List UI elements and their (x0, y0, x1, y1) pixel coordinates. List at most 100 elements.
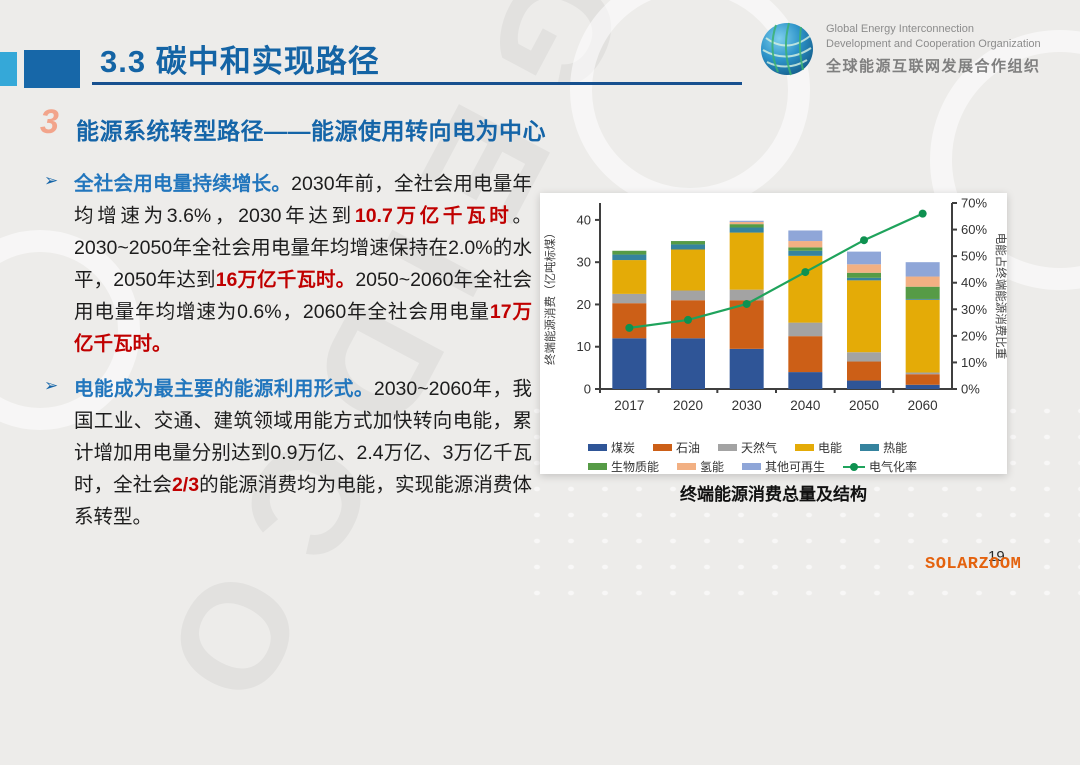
legend-swatch-icon (795, 444, 815, 451)
legend-swatch-icon (677, 463, 697, 470)
bar-segment-热能 (671, 244, 705, 250)
globe-icon (761, 22, 813, 76)
bar-segment-热能 (847, 277, 881, 281)
bullet-text: 全社会用电量持续增长。2030年前，全社会用电量年均增速为3.6%，2030年达… (74, 168, 532, 360)
legend-label: 石油 (676, 441, 701, 455)
page-number: 19 (988, 548, 1005, 565)
geidco-logo: Global Energy Interconnection Developmen… (758, 20, 1041, 78)
text-segment-blue: 全社会用电量持续增长。 (74, 173, 292, 195)
bar-segment-其他可再生 (847, 251, 881, 265)
bar-segment-生物质能 (905, 286, 940, 299)
legend-swatch-icon (860, 444, 880, 451)
bullet-arrow-icon: ➢ (44, 376, 59, 395)
bar-2020 (671, 241, 705, 389)
bar-segment-氢能 (788, 241, 823, 248)
bar-segment-热能 (905, 298, 940, 300)
bar-segment-天然气 (612, 293, 647, 304)
bar-segment-石油 (847, 361, 881, 381)
legend-swatch-icon (742, 463, 762, 470)
line-marker (801, 268, 810, 277)
bar-segment-煤炭 (847, 380, 881, 389)
bar-segment-氢能 (729, 222, 764, 225)
bar-segment-石油 (905, 374, 940, 385)
logo-text: Global Energy Interconnection Developmen… (826, 22, 1041, 76)
legend-swatch-icon (653, 444, 673, 451)
bar-segment-石油 (729, 300, 764, 349)
right-tick-label: 10% (961, 355, 987, 370)
bar-segment-氢能 (847, 264, 881, 273)
energy-chart-panel: 0 10 20 30 40 0% 10% 20% 30% 40% 50% 60% 70% 2017 2020… (540, 193, 1008, 476)
energy-consumption-chart: 0 10 20 30 40 0% 10% 20% 30% 40% 50% 60% 70% 2017 2020… (540, 193, 1008, 438)
bar-2040 (788, 230, 823, 389)
bar-segment-煤炭 (729, 348, 764, 389)
chart-title: 终端能源消费总量及结构 (680, 485, 867, 504)
logo-name-en-line1: Global Energy Interconnection (826, 23, 974, 36)
legend-item-石油: 石油 (653, 439, 700, 456)
legend-swatch-icon (718, 444, 738, 451)
bar-segment-煤炭 (905, 384, 940, 389)
text-segment-red: 16万亿千瓦时。 (215, 269, 356, 291)
bar-segment-生物质能 (612, 250, 647, 255)
bar-segment-生物质能 (847, 272, 881, 278)
bullet-text: 电能成为最主要的能源利用形式。2030~2060年，我国工业、交通、建筑领域用能… (74, 373, 532, 533)
left-tick-label: 20 (577, 297, 591, 312)
line-marker (625, 323, 634, 332)
line-marker (918, 209, 927, 218)
page-title: 3.3 碳中和实现路径 (100, 44, 380, 79)
bar-segment-煤炭 (612, 338, 647, 389)
left-tick-label: 0 (584, 382, 591, 397)
legend-label: 煤炭 (611, 441, 636, 455)
legend-line-marker-icon (843, 462, 866, 471)
header-accent-square-dark (24, 50, 80, 88)
bar-segment-天然气 (729, 289, 764, 301)
solarzoom-watermark: SOLARZOOM (925, 555, 1022, 574)
bar-2017 (612, 250, 647, 389)
legend-item-电能: 电能 (795, 439, 842, 456)
text-segment-red: 2/3 (171, 474, 200, 496)
left-tick-label: 30 (577, 255, 591, 270)
bar-segment-石油 (612, 303, 647, 339)
bar-2050 (847, 251, 881, 389)
legend-row: 煤炭 石油 天然气 电能 热能 (588, 438, 999, 457)
bar-segment-电能 (847, 280, 881, 353)
bar-segment-天然气 (788, 322, 823, 337)
logo-name-en-line2: Development and Cooperation Organization (826, 38, 1041, 50)
legend-item-生物质能: 生物质能 (588, 458, 659, 475)
bullet-item-2: ➢ 电能成为最主要的能源利用形式。2030~2060年，我国工业、交通、建筑领域用… (44, 373, 532, 533)
x-tick-label: 2020 (673, 398, 703, 413)
right-tick-label: 70% (961, 196, 987, 211)
legend-item-其他可再生: 其他可再生 (742, 458, 825, 475)
bar-segment-天然气 (847, 352, 881, 362)
text-segment-normal: 2050~2060年全社会用电量年均增速为0.6%，2060年全社会用电量 (74, 269, 532, 323)
bullet-item-1: ➢ 全社会用电量持续增长。2030年前，全社会用电量年均增速为3.6%，2030年… (44, 168, 532, 360)
bar-2060 (905, 262, 940, 389)
legend-label: 电气化率 (869, 460, 918, 474)
logo-name-cn: 全球能源互联网发展合作组织 (826, 57, 1041, 75)
legend-swatch-icon (588, 444, 607, 451)
left-tick-label: 10 (577, 339, 591, 354)
bar-segment-煤炭 (788, 372, 823, 389)
right-tick-label: 20% (961, 328, 987, 343)
header-accent-square-light (0, 52, 17, 86)
chart-legend: 煤炭 石油 天然气 电能 热能 生物质能 氢能 其他可再生 电气化率 (540, 438, 1007, 476)
bar-segment-氢能 (905, 276, 940, 287)
bar-segment-电能 (729, 232, 764, 290)
legend-swatch-icon (588, 463, 607, 470)
legend-label: 电能 (818, 441, 843, 455)
chart-axes (599, 203, 953, 390)
legend-row: 生物质能 氢能 其他可再生 电气化率 (588, 457, 999, 476)
bar-segment-热能 (729, 227, 764, 233)
bullet-arrow-icon: ➢ (44, 171, 59, 190)
bar-segment-其他可再生 (729, 220, 764, 223)
legend-item-煤炭: 煤炭 (588, 439, 635, 456)
legend-item-天然气: 天然气 (718, 439, 777, 456)
right-tick-label: 30% (961, 302, 987, 317)
bullet-list: ➢ 全社会用电量持续增长。2030年前，全社会用电量年均增速为3.6%，2030年… (44, 168, 532, 546)
bar-segment-石油 (788, 336, 823, 373)
text-segment-red: 17万亿千瓦时。 (74, 301, 532, 355)
legend-item-氢能: 氢能 (677, 458, 724, 475)
right-tick-label: 50% (961, 249, 987, 264)
x-tick-label: 2050 (849, 398, 879, 413)
bar-segment-其他可再生 (905, 262, 940, 277)
x-tick-label: 2060 (908, 398, 938, 413)
